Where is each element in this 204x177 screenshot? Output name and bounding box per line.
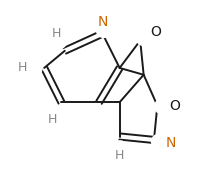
Text: O: O	[150, 25, 161, 39]
Text: N: N	[97, 15, 107, 29]
Text: H: H	[51, 27, 61, 40]
Text: H: H	[18, 61, 27, 74]
Text: H: H	[48, 113, 57, 126]
Text: N: N	[165, 136, 175, 150]
Text: H: H	[114, 149, 124, 162]
Text: O: O	[169, 99, 179, 113]
